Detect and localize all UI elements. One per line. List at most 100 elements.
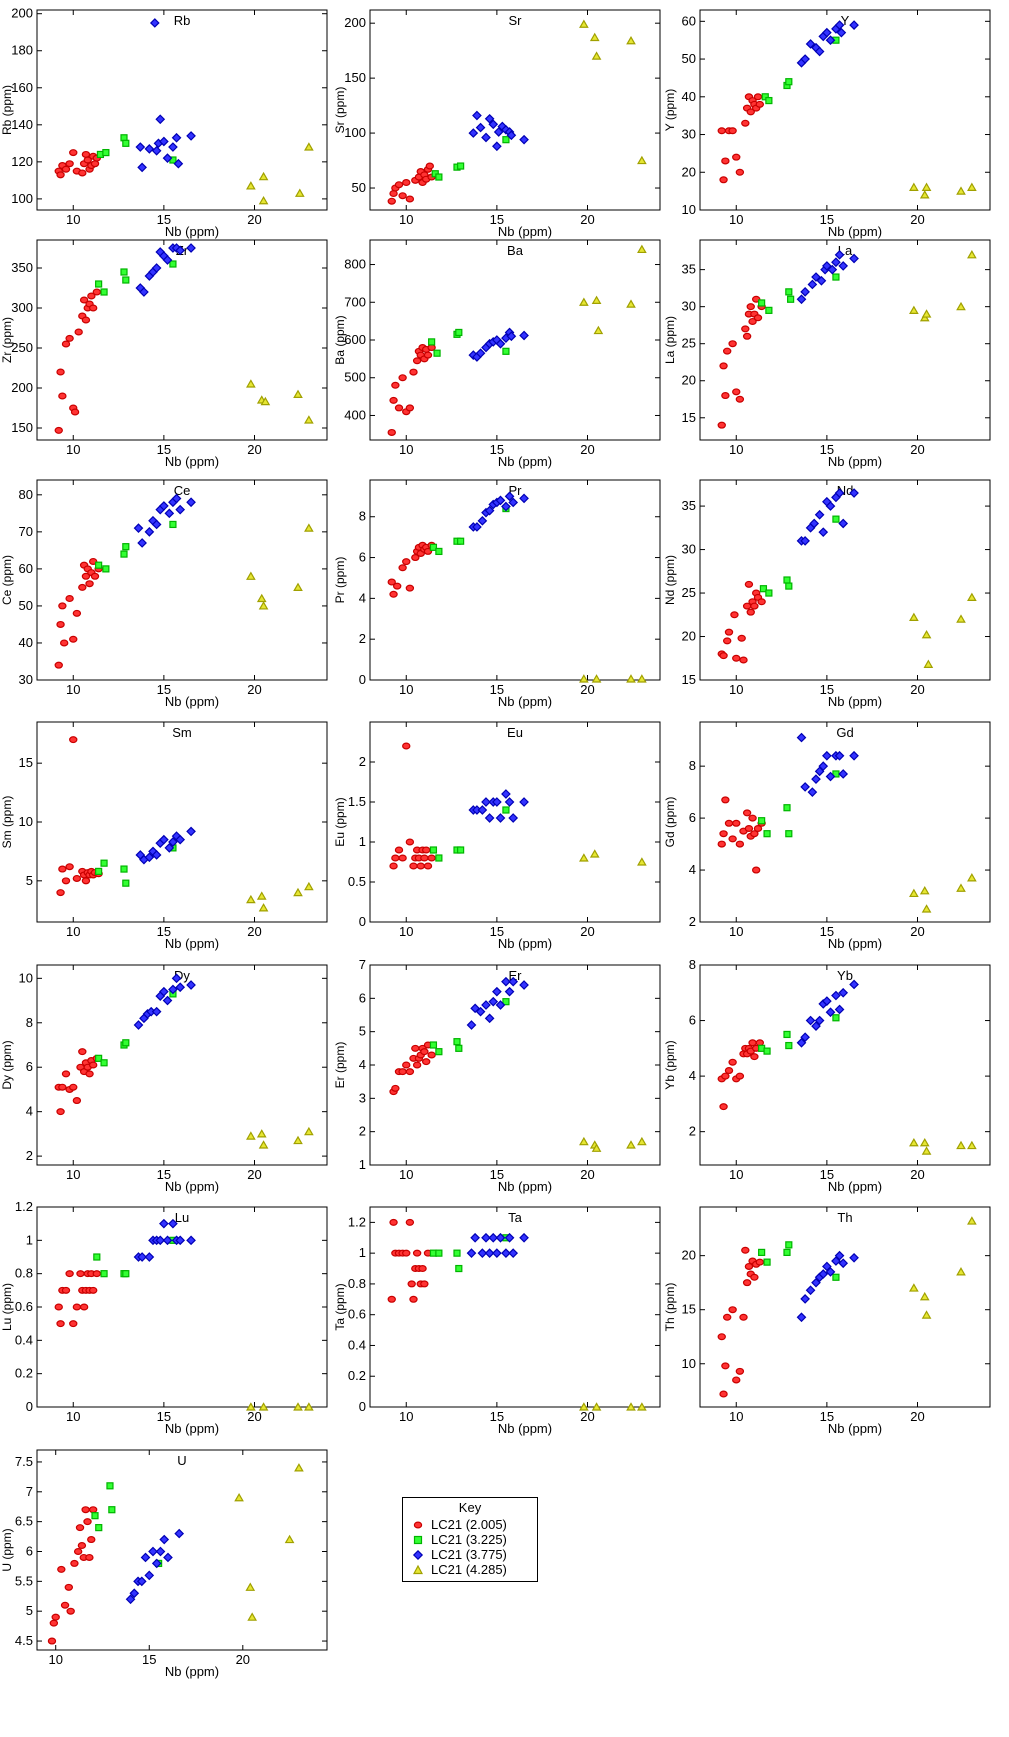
data-point xyxy=(304,881,314,891)
data-point xyxy=(919,1137,930,1147)
x-tick-label: 15 xyxy=(157,924,171,939)
x-axis-label: Nb (ppm) xyxy=(498,936,552,951)
y-tick-label: 500 xyxy=(344,370,366,385)
data-point xyxy=(783,1030,791,1039)
data-point xyxy=(81,1506,90,1514)
data-point xyxy=(753,93,763,101)
data-point xyxy=(423,862,433,870)
data-point xyxy=(162,255,173,265)
y-axis-label: Ce (ppm) xyxy=(0,555,14,605)
data-point xyxy=(735,168,745,176)
data-point xyxy=(58,1083,67,1091)
data-point xyxy=(818,1269,829,1279)
data-point xyxy=(79,296,89,304)
y-tick-label: 1 xyxy=(359,1245,366,1260)
x-tick-label: 20 xyxy=(910,212,924,227)
data-point xyxy=(472,110,482,121)
data-point xyxy=(246,379,256,388)
x-tick-label: 15 xyxy=(820,442,834,457)
data-point xyxy=(51,1613,60,1621)
data-point xyxy=(637,1402,647,1411)
chart-title: Sm xyxy=(172,725,192,740)
data-point xyxy=(717,127,726,135)
x-axis-label: Nb (ppm) xyxy=(165,1179,219,1194)
x-axis-label: Nb (ppm) xyxy=(498,694,552,709)
data-point xyxy=(402,558,411,566)
y-tick-label: 4 xyxy=(359,590,366,605)
y-axis-label: La (ppm) xyxy=(663,316,677,364)
data-point xyxy=(455,1264,463,1273)
data-point xyxy=(91,1512,99,1520)
data-point xyxy=(626,1402,636,1411)
y-tick-label: 15 xyxy=(682,672,696,687)
data-point xyxy=(814,509,825,520)
x-tick-label: 20 xyxy=(580,682,594,697)
chart-panel-zr: Zr101520150200250300350Nb (ppm)Zr (ppm) xyxy=(0,239,328,469)
legend-label: LC21 (3.775) xyxy=(431,1547,507,1562)
data-point xyxy=(164,843,175,853)
x-tick-label: 10 xyxy=(729,1167,743,1182)
data-point xyxy=(61,165,71,173)
x-tick-label: 20 xyxy=(910,682,924,697)
data-point xyxy=(304,523,314,532)
data-point xyxy=(758,1248,766,1257)
data-point xyxy=(164,508,175,519)
y-tick-label: 25 xyxy=(682,336,696,351)
data-point xyxy=(753,314,763,322)
data-point xyxy=(470,1232,480,1243)
data-point xyxy=(811,1021,821,1031)
data-point xyxy=(742,1279,752,1287)
data-point xyxy=(171,493,182,504)
chart-panel-y: Y 10 15 20 10 20 30 40 50 60 Nb (ppm) Y (ppm) xyxy=(663,9,991,239)
y-tick-label: 6 xyxy=(689,1013,696,1028)
data-point xyxy=(100,1270,108,1278)
data-point xyxy=(504,1232,515,1243)
data-point xyxy=(391,381,400,389)
legend-label: LC21 (4.285) xyxy=(431,1562,507,1577)
chart-panel-lu: Lu 10 15 20 0 0.2 0.4 0.6 0.8 1 1.2 Nb (ppm) Lu (ppm… xyxy=(0,1199,328,1436)
plot-frame xyxy=(369,721,661,923)
data-point xyxy=(967,1140,977,1150)
y-tick-label: 2 xyxy=(359,1124,366,1139)
data-point xyxy=(87,292,96,300)
data-point xyxy=(763,1047,771,1055)
data-point xyxy=(492,797,502,807)
data-point xyxy=(95,1524,103,1532)
data-point xyxy=(420,1048,429,1056)
plot-frame xyxy=(36,9,328,211)
data-point xyxy=(849,488,859,498)
chart-panel-gd: Gd 10 15 20 2 4 6 8 Nb (ppm) Gd (ppm) xyxy=(663,721,991,951)
data-point xyxy=(579,1402,589,1411)
data-point xyxy=(83,1518,92,1526)
data-point xyxy=(387,1295,396,1303)
data-point xyxy=(122,139,130,147)
data-point xyxy=(88,1061,98,1069)
data-point xyxy=(831,257,841,268)
data-point xyxy=(761,93,769,101)
data-point xyxy=(186,826,196,837)
data-point xyxy=(168,984,178,995)
x-tick-label: 15 xyxy=(157,1409,171,1424)
data-point xyxy=(466,1020,477,1030)
data-point xyxy=(822,996,832,1006)
data-point xyxy=(832,515,840,523)
data-point xyxy=(579,297,589,306)
x-tick-label: 10 xyxy=(729,682,743,697)
data-point xyxy=(637,1136,647,1146)
data-point xyxy=(849,1252,859,1263)
data-point xyxy=(174,1528,185,1539)
data-point xyxy=(137,1252,147,1262)
plot-frame xyxy=(699,479,991,681)
data-point xyxy=(744,824,754,832)
data-point xyxy=(735,395,745,403)
y-tick-label: 1 xyxy=(359,834,366,849)
data-point xyxy=(717,840,726,848)
y-tick-label: 0 xyxy=(26,1399,33,1414)
data-point xyxy=(956,1140,966,1150)
data-point xyxy=(435,1249,443,1257)
y-tick-label: 1.2 xyxy=(348,1214,366,1229)
plot-frame xyxy=(699,721,991,923)
data-point xyxy=(765,96,773,105)
data-point xyxy=(836,27,847,38)
data-point xyxy=(742,332,752,340)
